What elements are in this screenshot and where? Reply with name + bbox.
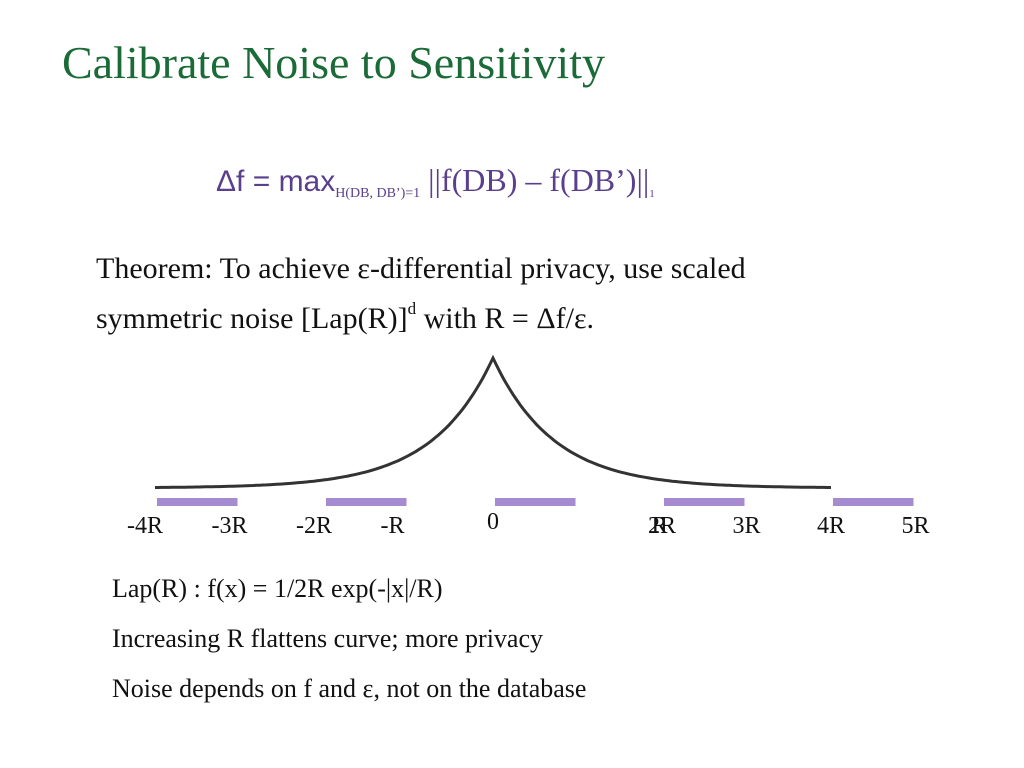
formula-norm-subscript: 1 [649,188,655,200]
interval-bars [157,498,914,506]
interval-bar [326,498,407,506]
theorem-line-2-start: symmetric noise [Lap(R)] [96,302,408,335]
tick-label: 5R [902,513,930,539]
interval-bar [157,498,238,506]
note-laplace-definition: Lap(R) : f(x) = 1/2R exp(-|x|/R) [112,574,443,603]
interval-bar [833,498,914,506]
note-noise-dependency: Noise depends on f and ε, not on the dat… [112,674,587,703]
tick-labels: -4R -3R -2R -R 0 R2R 3R 4R 5R [127,509,930,539]
tick-label: R [652,513,668,539]
sensitivity-formula: Δf = maxH(DB, DB’)=1 ||f(DB) – f(DB’)||1 [216,162,655,202]
theorem-line-2: symmetric noise [Lap(R)]d with R = Δf/ε. [96,294,956,344]
tick-label: -R [381,513,405,539]
interval-bar [664,498,745,506]
formula-max-subscript: H(DB, DB’)=1 [335,186,421,201]
tick-label: -4R [127,513,163,539]
tick-label: 3R [733,513,761,539]
tick-label: -2R [296,513,332,539]
tick-label: 0 [487,509,499,535]
formula-rhs: ||f(DB) – f(DB’)|| [428,162,650,198]
formula-lhs: Δf = max [216,165,336,198]
tick-label: 2R [648,513,676,539]
interval-bar [495,498,576,506]
theorem-exponent: d [407,299,417,318]
notes-list: Lap(R) : f(x) = 1/2R exp(-|x|/R) Increas… [112,574,586,724]
slide-title: Calibrate Noise to Sensitivity [62,37,605,88]
tick-label: 4R [817,513,845,539]
tick-label: -3R [212,513,248,539]
theorem-text: Theorem: To achieve ε-differential priva… [96,244,956,344]
theorem-line-1: Theorem: To achieve ε-differential priva… [96,252,746,285]
laplace-curve [155,354,831,489]
theorem-line-2-end: with R = Δf/ε. [416,302,595,335]
note-flatten-curve: Increasing R flattens curve; more privac… [112,624,543,653]
